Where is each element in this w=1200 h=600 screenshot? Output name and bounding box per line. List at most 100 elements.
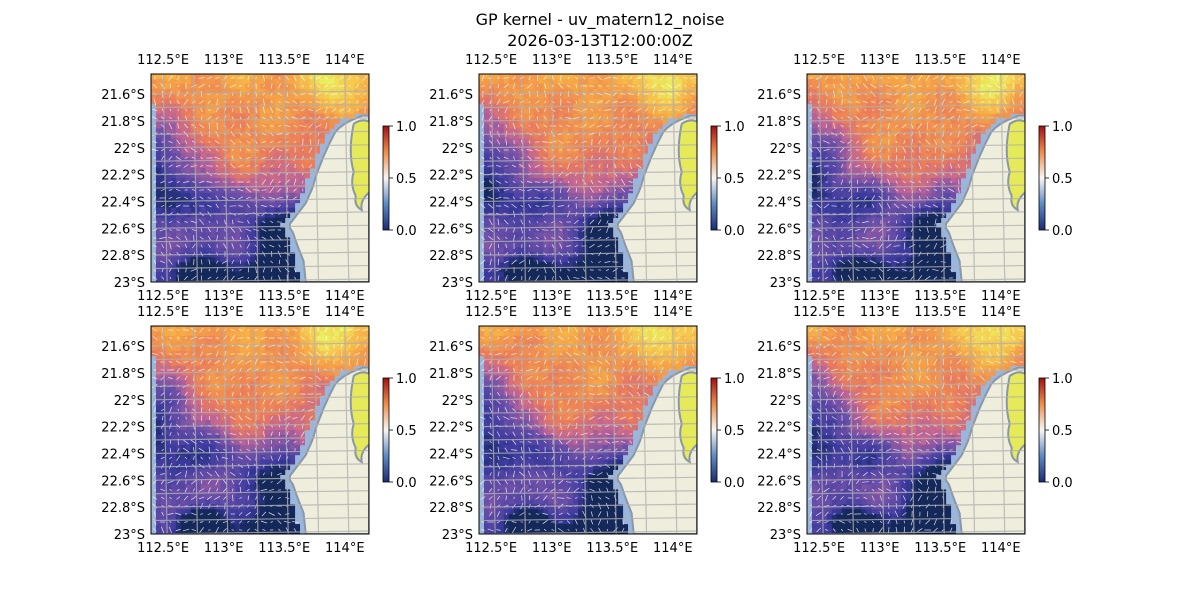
grid-parallel (807, 251, 1025, 256)
y-tick-label: 23°S (114, 276, 145, 291)
grid-meridian (551, 74, 557, 282)
y-tick-label: 22.6°S (757, 474, 801, 489)
x-tick-label-bottom: 113°E (204, 289, 244, 304)
grid-parallel (479, 251, 697, 256)
y-tick-label: 22.2°S (757, 421, 801, 436)
map-frame (478, 325, 698, 535)
grid-parallel (151, 409, 369, 414)
grid-meridian (641, 326, 648, 534)
map-frame (806, 73, 1026, 283)
y-tick-label: 22.6°S (101, 474, 145, 489)
grid-meridian (253, 74, 259, 282)
grid-meridian (192, 326, 198, 534)
grid-meridian (939, 326, 945, 534)
grid-parallel (807, 436, 1025, 441)
map-panel-6: 112.5°E 112.5°E 113°E 113°E 113.5°E 113.5°E 11… (757, 305, 1072, 556)
y-tick-label: 21.8°S (101, 367, 145, 382)
x-tick-label-bottom: 113.5°E (586, 541, 638, 556)
x-tick-label-bottom: 112.5°E (465, 541, 517, 556)
colorbar (1038, 377, 1046, 483)
grid-meridian (490, 74, 496, 282)
map-panel-2: 112.5°E 112.5°E 113°E 113°E 113.5°E 113.5°E 11… (429, 53, 744, 304)
colorbar (382, 125, 390, 231)
grid-parallel (807, 90, 1025, 95)
grid-parallel (151, 369, 369, 374)
grid-meridian (1000, 326, 1006, 534)
y-tick-label: 21.8°S (429, 367, 473, 382)
x-tick-label-bottom: 113°E (860, 289, 900, 304)
grid-parallel (807, 476, 1025, 481)
y-tick-label: 23°S (442, 276, 473, 291)
colorbar-tick-label: 0.5 (724, 172, 745, 187)
colorbar-tick-label: 1.0 (724, 120, 745, 135)
x-tick-label-bottom: 113.5°E (586, 289, 638, 304)
grid-parallel (151, 396, 369, 401)
grid-parallel (807, 238, 1025, 243)
grid-parallel (151, 476, 369, 481)
y-tick-label: 22°S (770, 142, 801, 157)
map-area (151, 326, 369, 534)
grid-parallel (479, 409, 697, 414)
x-tick-label-top: 113.5°E (914, 305, 966, 320)
grid-parallel (479, 238, 697, 243)
x-tick-label-top: 112.5°E (137, 53, 189, 68)
x-tick-label-bottom: 112.5°E (137, 289, 189, 304)
grid-parallel (807, 423, 1025, 428)
y-tick-label: 22.6°S (429, 222, 473, 237)
grid-parallel (807, 503, 1025, 508)
grid-meridian (581, 74, 587, 282)
grid-parallel (151, 251, 369, 256)
y-tick-label: 22.4°S (429, 195, 473, 210)
x-tick-label-bottom: 113.5°E (258, 289, 310, 304)
y-tick-label: 22.8°S (101, 249, 145, 264)
grid-parallel (151, 264, 369, 270)
y-tick-label: 22.4°S (757, 447, 801, 462)
map-panel-5: 112.5°E 112.5°E 113°E 113°E 113.5°E 113.5°E 11… (429, 305, 744, 556)
grid-parallel (151, 197, 369, 203)
map-area (479, 326, 697, 534)
y-tick-label: 22.6°S (757, 222, 801, 237)
x-tick-label-top: 113°E (204, 305, 244, 320)
grid-parallel (807, 409, 1025, 414)
y-tick-label: 21.6°S (757, 340, 801, 355)
grid-meridian (1000, 74, 1006, 282)
y-tick-label: 22.2°S (757, 169, 801, 184)
y-tick-label: 22.2°S (429, 421, 473, 436)
x-tick-label-top: 113.5°E (258, 305, 310, 320)
grid-meridian (818, 74, 824, 282)
y-tick-label: 22.8°S (101, 501, 145, 516)
gridlines (151, 74, 369, 282)
colorbar (710, 377, 718, 483)
y-tick-label: 21.8°S (429, 115, 473, 130)
grid-parallel (151, 157, 369, 162)
grid-meridian (313, 326, 320, 534)
grid-parallel (151, 449, 369, 455)
grid-parallel (151, 490, 369, 495)
x-tick-label-top: 114°E (981, 305, 1021, 320)
grid-parallel (479, 103, 697, 109)
gridlines (479, 74, 697, 282)
grid-parallel (479, 463, 697, 468)
colorbar-tick-label: 1.0 (1052, 120, 1073, 135)
grid-meridian (848, 326, 854, 534)
grid-parallel (807, 171, 1025, 176)
grid-parallel (151, 342, 369, 347)
field-cells (479, 74, 697, 282)
x-tick-label-bottom: 113.5°E (914, 289, 966, 304)
y-tick-label: 22.4°S (101, 195, 145, 210)
y-tick-label: 23°S (114, 528, 145, 543)
grid-parallel (479, 436, 697, 441)
x-tick-label-bottom: 113.5°E (914, 541, 966, 556)
colorbar-tick-label: 0.5 (1052, 172, 1073, 187)
grid-parallel (151, 224, 369, 229)
grid-parallel (807, 382, 1025, 387)
x-tick-label-top: 114°E (653, 53, 693, 68)
grid-parallel (151, 355, 369, 361)
grid-parallel (807, 130, 1025, 135)
map-panel-1: 112.5°E 112.5°E 113°E 113°E 113.5°E 113.5°E 11… (101, 53, 416, 304)
y-tick-label: 22.6°S (101, 222, 145, 237)
colorbar-tick-label: 1.0 (396, 372, 417, 387)
y-tick-label: 22.2°S (101, 421, 145, 436)
y-tick-label: 22.2°S (429, 169, 473, 184)
